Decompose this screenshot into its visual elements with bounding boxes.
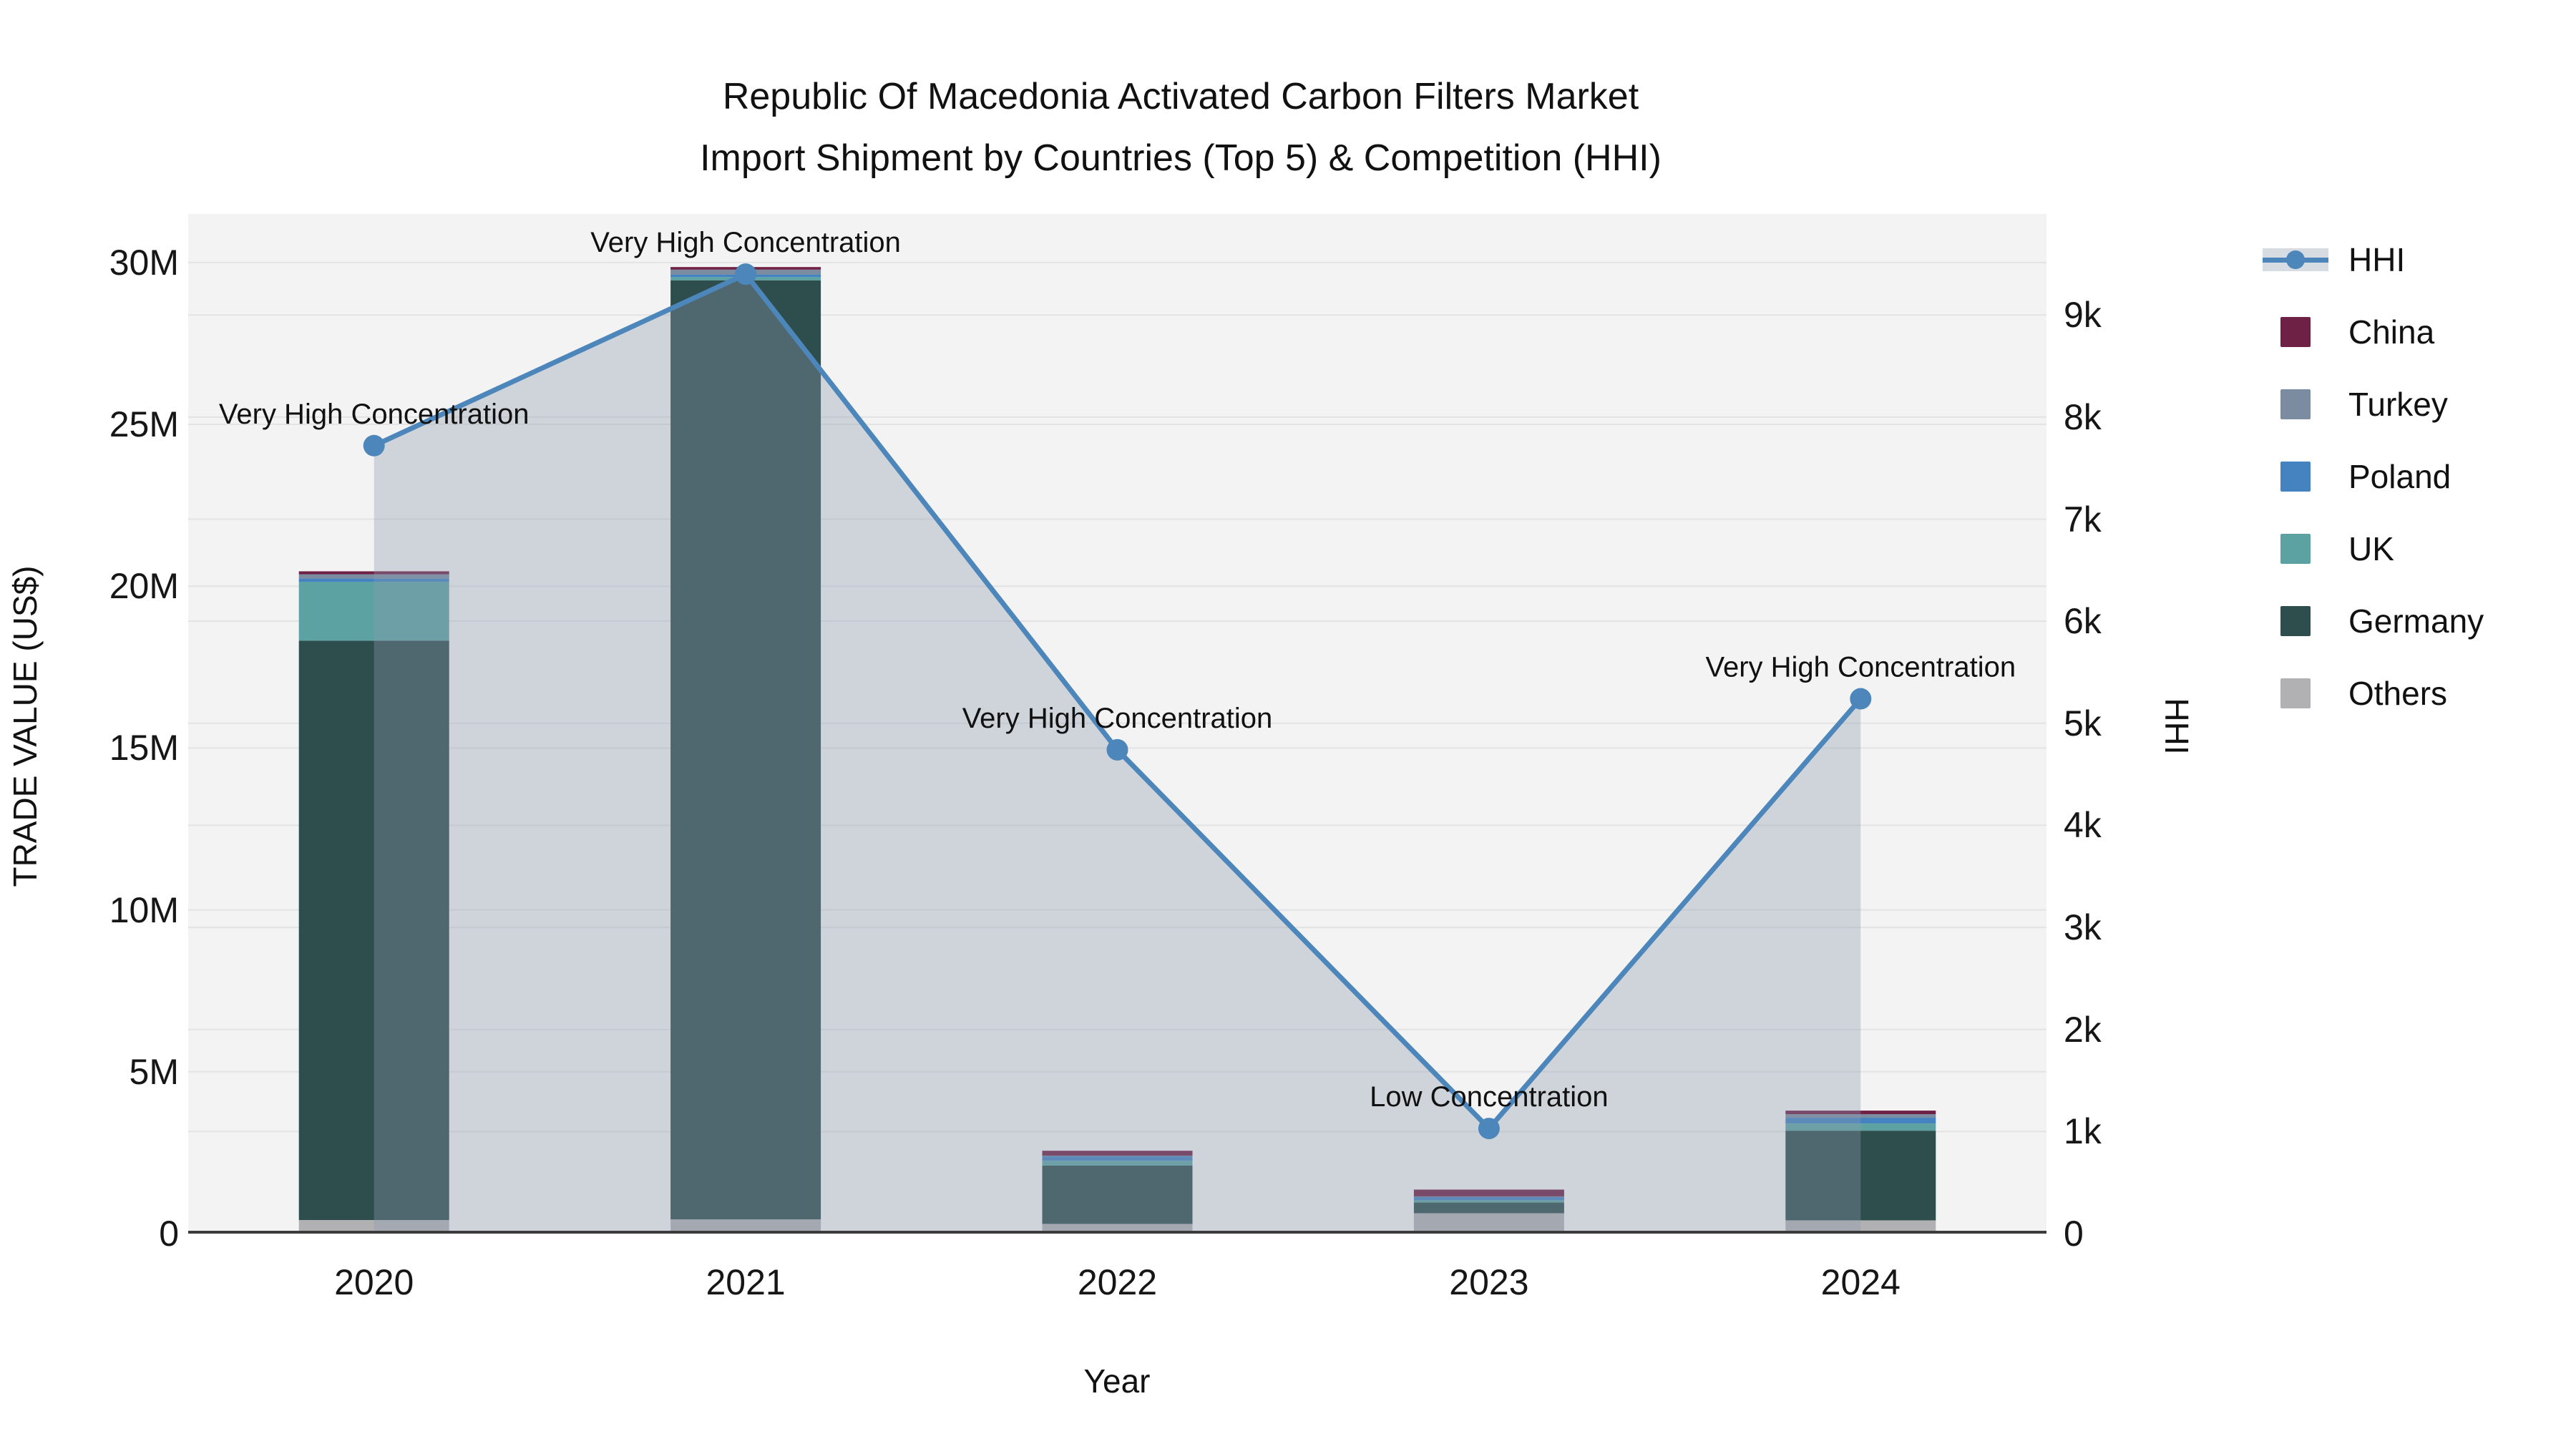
bar-poland-2024 [1785, 1118, 1936, 1124]
bar-others-2021 [670, 1219, 821, 1234]
legend-item-poland[interactable]: Poland [2263, 440, 2484, 512]
bar-uk-2020 [298, 582, 449, 641]
right-axis-tick-6k: 6k [2064, 601, 2102, 642]
bar-china-2024 [1785, 1111, 1936, 1115]
right-axis-tick-8k: 8k [2064, 396, 2102, 437]
right-axis-tick-7k: 7k [2064, 499, 2102, 540]
chart-title: Republic Of Macedonia Activated Carbon F… [700, 66, 1662, 189]
swatch-germany [2280, 605, 2311, 636]
right-axis-tick-0: 0 [2064, 1214, 2084, 1254]
legend-label-hhi: HHI [2348, 240, 2406, 278]
bar-poland-2020 [298, 578, 449, 582]
annotation-2023: Low Concentration [1370, 1081, 1609, 1113]
left-axis-tick-25M: 25M [109, 404, 179, 445]
hhi-marker-2022 [1106, 738, 1128, 761]
left-axis-tick-15M: 15M [109, 728, 179, 769]
bar-poland-2023 [1413, 1196, 1564, 1201]
swatch-china [2280, 316, 2311, 347]
bar-germany-2020 [298, 640, 449, 1220]
right-axis-tick-4k: 4k [2064, 805, 2102, 846]
hhi-line-icon [2263, 243, 2328, 276]
plot-area[interactable]: Very High Concentration Very High Concent… [188, 214, 2046, 1234]
bar-china-2020 [298, 571, 449, 575]
bar-uk-2024 [1785, 1123, 1936, 1131]
legend-swatch-icon [2263, 677, 2328, 710]
left-axis-tick-10M: 10M [109, 889, 179, 930]
x-axis-tick-2022: 2022 [1077, 1262, 1158, 1302]
x-axis-tick-2021: 2021 [706, 1262, 786, 1302]
legend: HHI China Turkey Poland UK Germany Others [2263, 223, 2484, 729]
legend-label-turkey: Turkey [2348, 385, 2448, 423]
legend-swatch-icon [2263, 388, 2328, 421]
bar-poland-2022 [1042, 1156, 1193, 1161]
legend-label-others: Others [2348, 674, 2448, 712]
bar-turkey-2020 [298, 574, 449, 579]
x-axis-title: Year [1083, 1362, 1151, 1400]
legend-swatch-icon [2263, 532, 2328, 565]
legend-item-others[interactable]: Others [2263, 657, 2484, 729]
legend-label-poland: Poland [2348, 457, 2451, 495]
legend-item-germany[interactable]: Germany [2263, 585, 2484, 657]
right-axis-tick-3k: 3k [2064, 907, 2102, 948]
left-axis-tick-5M: 5M [129, 1051, 179, 1092]
legend-item-china[interactable]: China [2263, 296, 2484, 368]
bar-others-2020 [298, 1220, 449, 1234]
annotation-2021: Very High Concentration [590, 227, 901, 258]
x-axis-tick-2020: 2020 [334, 1262, 414, 1302]
bar-china-2023 [1413, 1189, 1564, 1196]
legend-swatch-icon [2263, 605, 2328, 638]
hhi-marker-2023 [1478, 1118, 1500, 1140]
hhi-marker-2024 [1850, 688, 1872, 710]
legend-label-uk: UK [2348, 530, 2394, 567]
hhi-marker-2020 [363, 434, 385, 457]
right-axis-tick-2k: 2k [2064, 1009, 2102, 1050]
right-axis-tick-5k: 5k [2064, 703, 2102, 743]
bar-uk-2022 [1042, 1161, 1193, 1166]
left-axis-tick-30M: 30M [109, 242, 179, 283]
chart-title-line1: Republic Of Macedonia Activated Carbon F… [722, 76, 1639, 117]
legend-label-germany: Germany [2348, 602, 2484, 640]
swatch-uk [2280, 533, 2311, 564]
left-axis-title: TRADE VALUE (US$) [6, 565, 44, 887]
hhi-dot [2286, 250, 2305, 269]
legend-item-turkey[interactable]: Turkey [2263, 368, 2484, 440]
bar-uk-2023 [1413, 1200, 1564, 1203]
left-axis-tick-20M: 20M [109, 566, 179, 607]
bar-turkey-2024 [1785, 1114, 1936, 1118]
right-axis-tick-1k: 1k [2064, 1111, 2102, 1152]
x-axis-tick-2024: 2024 [1820, 1262, 1901, 1302]
legend-item-uk[interactable]: UK [2263, 512, 2484, 585]
right-axis-tick-9k: 9k [2064, 295, 2102, 336]
legend-swatch-icon [2263, 316, 2328, 348]
annotation-2024: Very High Concentration [1706, 652, 2016, 683]
bar-germany-2022 [1042, 1166, 1193, 1224]
bar-germany-2023 [1413, 1202, 1564, 1214]
legend-swatch-icon [2263, 460, 2328, 493]
hhi-marker-2021 [735, 263, 757, 286]
legend-label-china: China [2348, 313, 2435, 351]
annotation-2020: Very High Concentration [219, 399, 530, 430]
bar-germany-2021 [670, 280, 821, 1220]
swatch-turkey [2280, 389, 2311, 419]
left-axis-tick-0: 0 [159, 1214, 179, 1254]
swatch-poland [2280, 461, 2311, 492]
x-axis-tick-2023: 2023 [1449, 1262, 1529, 1302]
legend-item-hhi[interactable]: HHI [2263, 223, 2484, 296]
bar-others-2023 [1413, 1213, 1564, 1234]
swatch-others [2280, 678, 2311, 708]
bar-china-2022 [1042, 1151, 1193, 1156]
bar-turkey-2023 [1413, 1196, 1564, 1197]
annotation-2022: Very High Concentration [962, 703, 1273, 734]
bar-germany-2024 [1785, 1131, 1936, 1221]
chart-title-line2: Import Shipment by Countries (Top 5) & C… [700, 137, 1662, 179]
bar-others-2024 [1785, 1220, 1936, 1234]
